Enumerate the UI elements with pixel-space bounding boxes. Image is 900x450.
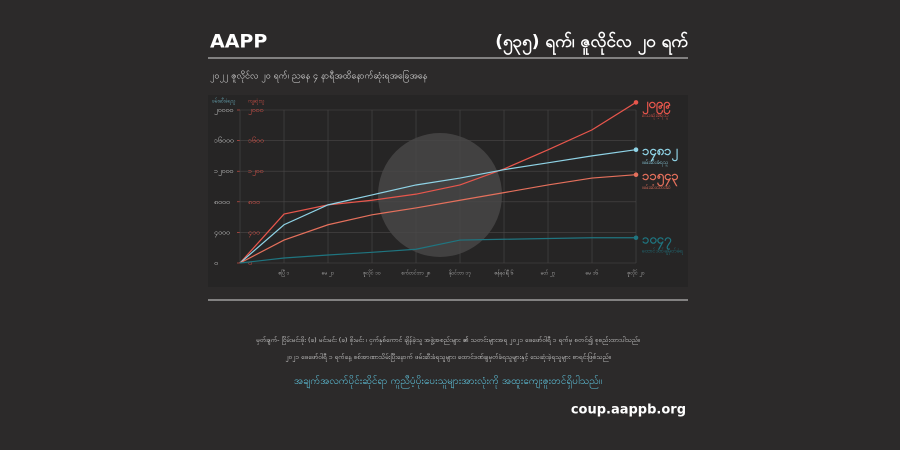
end-dot <box>633 100 639 105</box>
end-label: ၁၀၄၇ <box>642 232 672 250</box>
end-label: ၂၀၉၉ <box>642 97 671 115</box>
logo: AAPP <box>210 31 267 53</box>
y-axis-label: ဖမ်းဆီးခံရသူ <box>212 99 236 105</box>
y-tick-label: ၁၂၀၀၀ <box>214 167 233 176</box>
x-tick-label: ဧပြီ ၁ <box>279 270 290 277</box>
x-tick-label: နိုဝင်ဘာ ၁၇ <box>448 271 471 277</box>
y2-tick-label: ၈၀၀ <box>248 198 260 206</box>
x-tick-label: စက်တင်ဘာ ၂၈ <box>401 271 430 277</box>
end-dot <box>633 235 639 241</box>
url: coup.aappb.org <box>571 403 686 418</box>
y-tick-label: ၄၀၀၀ <box>214 228 230 237</box>
y2-tick-label: ၁၂၀၀ <box>248 167 263 176</box>
series-line <box>239 174 637 264</box>
y-tick-label: ၈၀၀၀ <box>214 198 230 206</box>
portrait-placeholder <box>378 133 502 257</box>
quote: အချက်အလက်ပိုင်းဆိုင်ရာ ကူညီပံ့ပိုးပေးသူမ… <box>294 374 602 389</box>
y-tick-label: ၁၆၀၀၀ <box>214 137 234 145</box>
x-tick-label: မေ ၂၁ <box>322 271 335 277</box>
x-tick-label: မတ် ၂၇ <box>541 271 556 277</box>
header-title: (၅၃၅) ရက်၊ ဇူလိုင်လ ၂၀ ရက် <box>495 31 688 56</box>
y2-tick-label: ၁၆၀၀ <box>248 137 264 145</box>
legend-entry: သေဆုံးခဲ့ရသူ <box>642 111 669 120</box>
y-tick-label: ၂၀၀၀၀ <box>213 106 233 115</box>
legend-entry: ဖမ်းဆီးခံရသူ <box>642 158 668 167</box>
end-label: ၁၄၈၁၂ <box>642 144 678 162</box>
x-tick-label: မေ ၁၆ <box>586 271 599 277</box>
end-dot <box>633 147 639 152</box>
x-tick-label: ဇူလိုင် ၂၀ <box>627 271 645 277</box>
y2-axis-label: ကျဆုံးသူ <box>248 99 265 105</box>
subtitle: ၂၀၂၂ ဇူလိုင်လ ၂၀ ရက်၊ ညနေ ၄ နာရီအထိနောက်… <box>210 70 428 83</box>
y-tick-label: ၀ <box>214 259 218 267</box>
legend-entry: ထောင်ဒဏ်ချမှတ်ခံရ <box>642 246 684 255</box>
x-tick-label: ဇူလိုင် ၁၀ <box>363 271 382 277</box>
series-line <box>239 237 636 264</box>
series-line <box>239 149 637 264</box>
y2-tick-label: ၄၀၀ <box>248 228 260 237</box>
legend-entry: ဖမ်းဆီးထားဆဲ <box>642 183 671 191</box>
y2-tick-label: ၂၀၀၀ <box>247 106 263 115</box>
footer-line: မှတ်ချက်- ငြိမ်းမင်းဖိုး (ခ) မင်းမင်း (ခ… <box>256 335 640 345</box>
y2-tick-label: ၀ <box>248 259 252 267</box>
end-dot <box>633 172 639 177</box>
end-label: ၁၁၅၄၃ <box>642 169 679 187</box>
footer-line: ၂၀၂၁ ဖေဖော်ဝါရီ ၁ ရက်နေ့ စစ်အာဏာသိမ်းပြီ… <box>285 352 611 362</box>
x-tick-label: ဇန်နဝါရီ ၆ <box>494 271 513 277</box>
series-line <box>239 101 637 264</box>
